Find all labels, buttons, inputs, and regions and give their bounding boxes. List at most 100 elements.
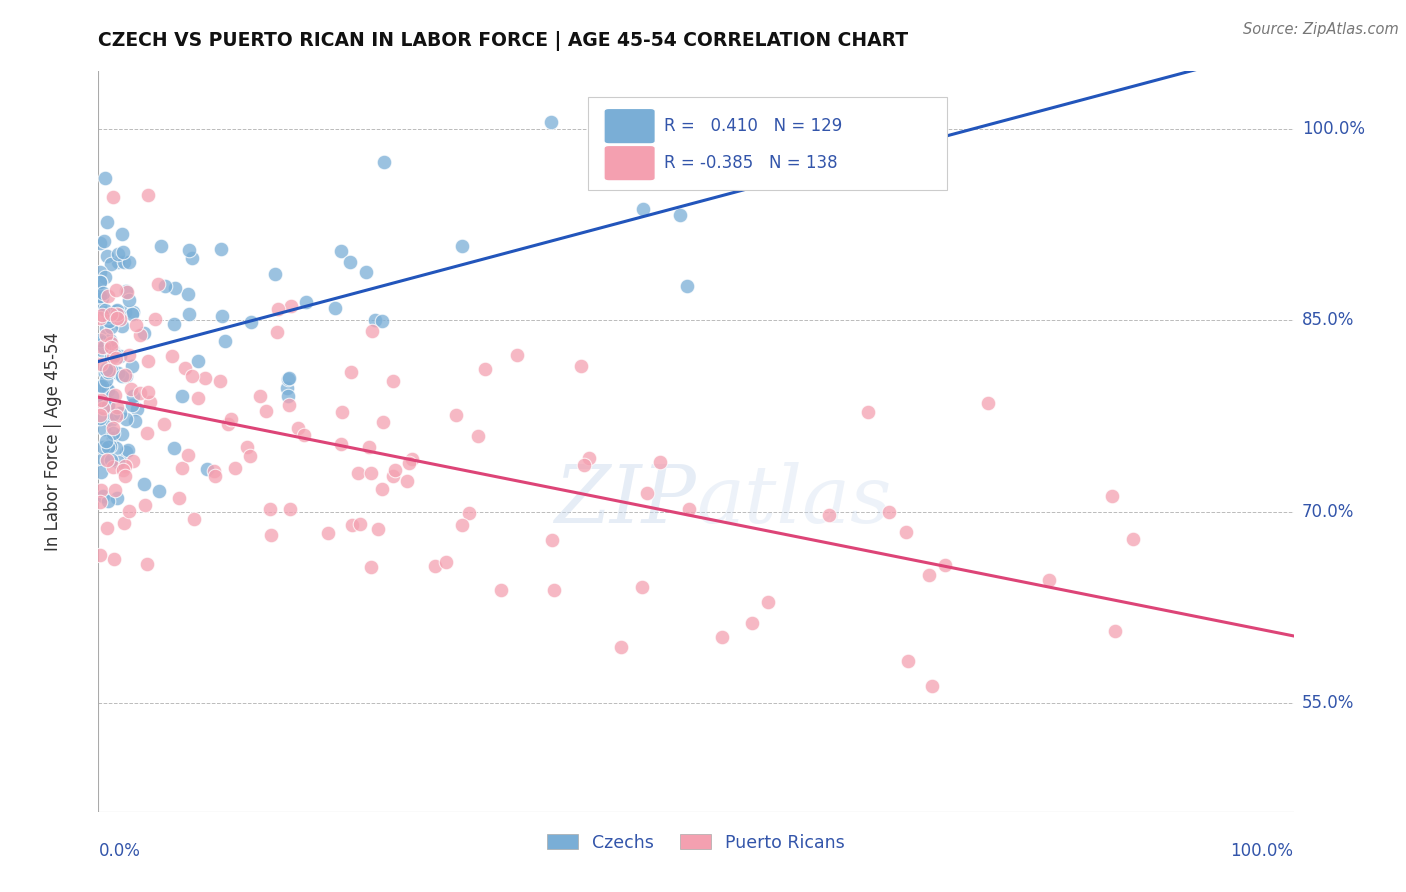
Point	[263, 267, 285, 281]
Text: 70.0%: 70.0%	[1302, 503, 1354, 521]
Point	[91, 440, 114, 454]
Point	[108, 308, 131, 322]
Point	[330, 437, 353, 451]
Point	[277, 371, 299, 385]
Point	[103, 552, 125, 566]
Point	[114, 458, 136, 473]
Point	[108, 349, 131, 363]
Point	[177, 306, 200, 320]
Point	[115, 368, 138, 383]
Point	[636, 486, 658, 500]
Point	[163, 280, 186, 294]
Point	[678, 501, 700, 516]
Point	[209, 243, 232, 257]
Point	[239, 450, 262, 464]
Point	[101, 343, 124, 357]
Point	[94, 328, 117, 343]
Point	[98, 333, 121, 347]
Point	[451, 518, 474, 533]
Point	[121, 307, 143, 321]
Point	[669, 208, 692, 222]
Point	[100, 340, 122, 354]
Text: R = -0.385   N = 138: R = -0.385 N = 138	[664, 154, 838, 172]
Text: R =   0.410   N = 129: R = 0.410 N = 129	[664, 117, 842, 136]
Point	[631, 580, 654, 594]
Point	[179, 243, 201, 257]
Point	[136, 385, 159, 400]
Point	[96, 452, 118, 467]
Point	[107, 366, 129, 380]
Point	[354, 265, 377, 279]
Point	[381, 374, 404, 388]
Point	[114, 305, 136, 319]
Point	[373, 154, 395, 169]
Point	[128, 328, 150, 343]
Point	[856, 405, 879, 419]
Point	[918, 568, 941, 582]
Point	[349, 517, 371, 532]
Point	[506, 348, 529, 362]
Point	[360, 466, 382, 480]
Point	[97, 309, 120, 323]
Point	[94, 321, 117, 335]
Point	[103, 432, 125, 446]
Point	[100, 350, 122, 364]
Point	[118, 254, 141, 268]
Point	[118, 504, 141, 518]
Point	[152, 417, 174, 432]
Point	[121, 398, 143, 412]
Point	[136, 188, 159, 202]
Point	[202, 464, 225, 478]
Point	[89, 288, 111, 302]
Point	[93, 340, 115, 354]
Point	[97, 494, 120, 508]
Text: 0.0%: 0.0%	[98, 842, 141, 860]
Point	[89, 379, 111, 393]
Point	[100, 320, 122, 334]
Point	[97, 289, 120, 303]
Point	[94, 170, 117, 185]
Point	[217, 417, 239, 431]
Text: 100.0%: 100.0%	[1230, 842, 1294, 860]
Point	[90, 378, 112, 392]
Point	[89, 410, 111, 425]
Point	[91, 452, 114, 467]
Point	[90, 393, 112, 408]
Point	[187, 353, 209, 368]
Point	[107, 455, 129, 469]
Point	[111, 368, 134, 383]
Point	[361, 324, 384, 338]
Point	[118, 293, 141, 307]
Point	[277, 389, 299, 403]
Point	[224, 461, 246, 475]
Text: 55.0%: 55.0%	[1302, 694, 1354, 712]
Point	[94, 269, 117, 284]
Point	[93, 335, 115, 350]
Point	[91, 340, 114, 354]
Point	[150, 239, 173, 253]
Point	[278, 398, 301, 412]
Point	[177, 448, 200, 462]
Point	[105, 304, 128, 318]
Point	[136, 354, 159, 368]
Point	[89, 395, 111, 409]
Point	[340, 517, 363, 532]
Point	[384, 463, 406, 477]
Point	[330, 405, 353, 419]
FancyBboxPatch shape	[589, 97, 948, 190]
Legend: Czechs, Puerto Ricans: Czechs, Puerto Ricans	[540, 827, 852, 859]
Text: atlas: atlas	[696, 462, 891, 540]
Point	[105, 307, 128, 321]
Point	[540, 115, 562, 129]
Point	[280, 299, 302, 313]
Point	[89, 408, 111, 422]
Point	[260, 528, 283, 542]
Point	[239, 315, 262, 329]
Point	[294, 294, 316, 309]
Point	[177, 286, 200, 301]
Point	[167, 491, 190, 505]
Point	[101, 407, 124, 421]
Point	[96, 521, 118, 535]
Point	[90, 465, 112, 479]
Point	[347, 466, 370, 480]
